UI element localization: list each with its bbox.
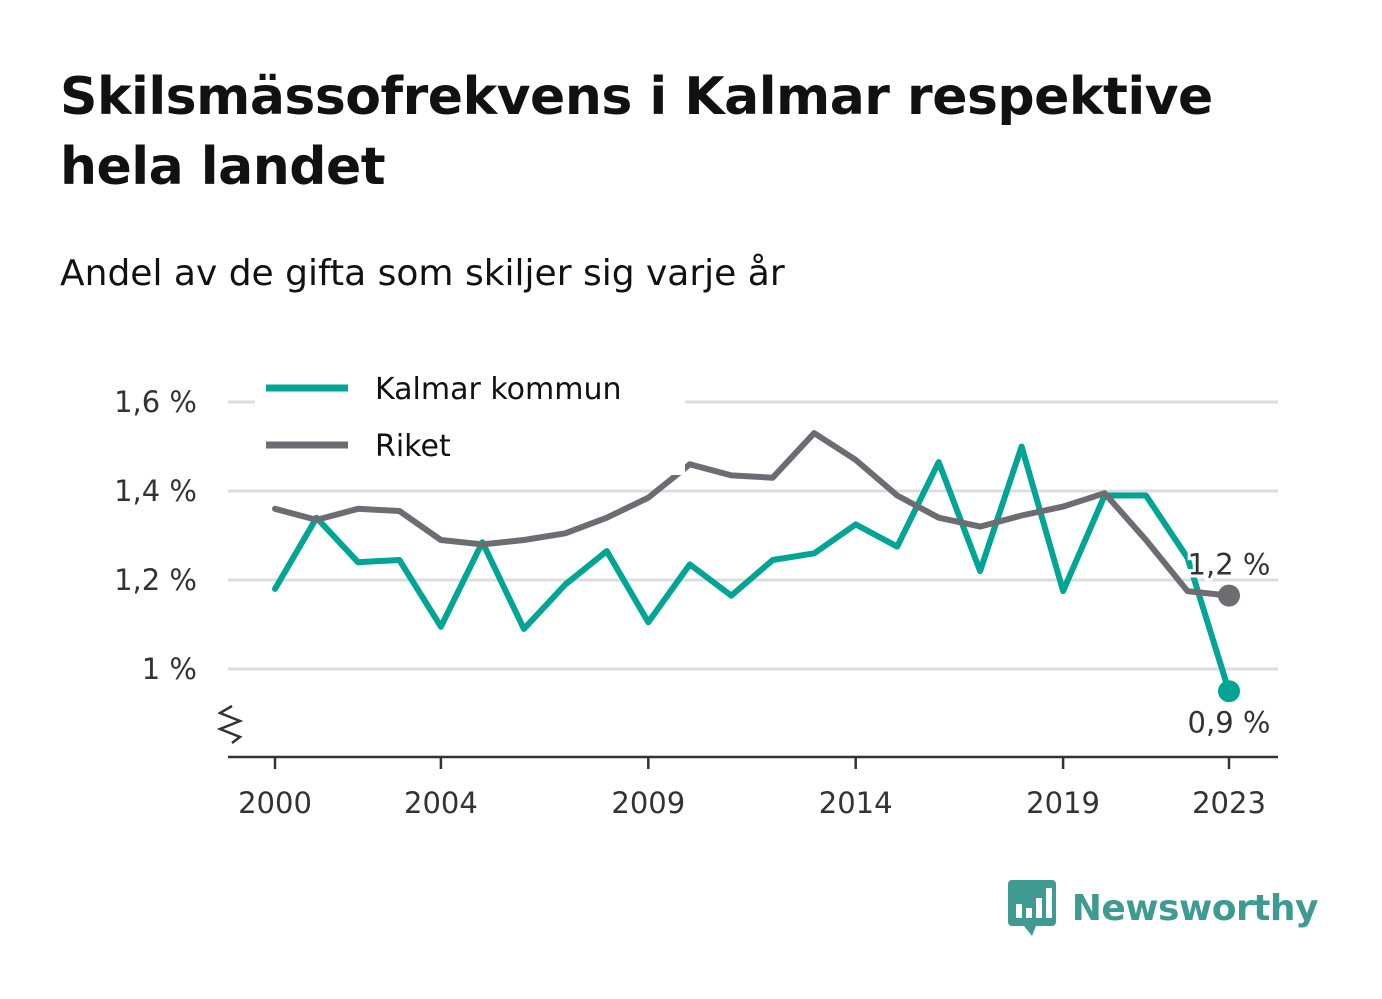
legend: Kalmar kommun Riket — [255, 365, 685, 475]
chart-subtitle: Andel av de gifta som skiljer sig varje … — [60, 253, 785, 294]
y-tick-label: 1,6 % — [114, 385, 197, 419]
y-tick-label: 1,4 % — [114, 474, 197, 508]
y-tick-label: 1 % — [142, 652, 197, 686]
x-tick-label: 2023 — [1192, 786, 1266, 820]
end-point-kalmar-kommun — [1218, 680, 1240, 703]
series-line-riket — [272, 430, 1232, 599]
y-tick-label: 1,2 % — [114, 563, 197, 597]
axes: 1 % 1,2 % 1,4 % 1,6 % 2000 2004 2009 2014 2019 20… — [114, 385, 1278, 820]
series-lines — [272, 430, 1240, 703]
end-label-kalmar-kommun: 0,9 % — [1188, 705, 1271, 739]
x-tick-label: 2000 — [238, 786, 312, 820]
x-tick-label: 2004 — [404, 786, 478, 820]
legend-label: Riket — [375, 429, 451, 464]
newsworthy-logo: Newsworthy — [1006, 878, 1319, 938]
end-labels: 0,9 % 1,2 % — [1185, 545, 1274, 743]
x-tick-label: 2009 — [611, 786, 685, 820]
x-tick-label: 2014 — [819, 786, 893, 820]
end-point-riket — [1218, 584, 1240, 607]
series-line-kalmar-kommun — [272, 443, 1232, 695]
chart-title: Skilsmässofrekvens i Kalmar respektive h… — [60, 67, 1213, 197]
legend-label: Kalmar kommun — [375, 372, 621, 407]
x-tick-label: 2019 — [1026, 786, 1100, 820]
brand-name: Newsworthy — [1071, 887, 1319, 929]
axis-break-icon — [216, 704, 244, 744]
bar-chart-speech-bubble-icon — [1007, 880, 1056, 936]
end-label-riket: 1,2 % — [1188, 548, 1271, 582]
legend-background — [255, 365, 685, 475]
